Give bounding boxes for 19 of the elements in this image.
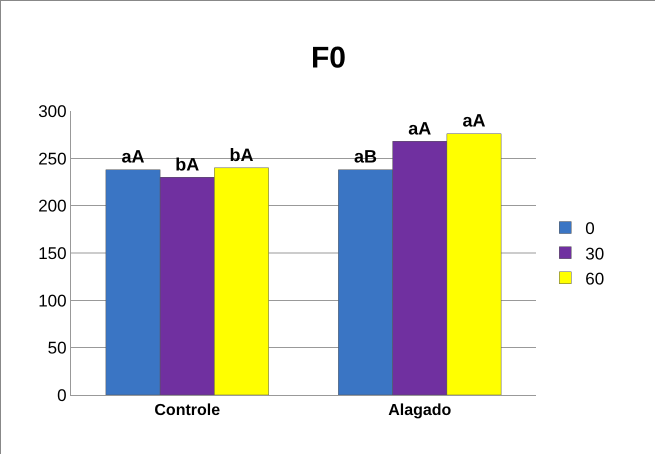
x-tick-label: Alagado bbox=[388, 402, 452, 420]
legend-label: 0 bbox=[585, 219, 595, 238]
legend-label: 30 bbox=[585, 244, 604, 264]
data-label: bA bbox=[230, 144, 254, 165]
y-tick-label: 300 bbox=[38, 102, 67, 121]
data-label: aB bbox=[354, 146, 378, 167]
legend-label: 60 bbox=[585, 269, 604, 288]
data-label: bA bbox=[175, 154, 200, 174]
data-label: aA bbox=[408, 118, 432, 138]
y-tick-label: 50 bbox=[48, 338, 67, 358]
x-tick-label: Controle bbox=[154, 402, 220, 420]
data-label: aA bbox=[462, 110, 486, 131]
chart-title: F0 bbox=[310, 41, 346, 74]
y-tick-label: 150 bbox=[38, 244, 67, 263]
y-tick-label: 250 bbox=[38, 149, 67, 168]
y-tick-label: 100 bbox=[38, 291, 67, 310]
y-tick-label: 200 bbox=[38, 196, 67, 216]
y-tick-label: 0 bbox=[57, 386, 67, 405]
data-label: aA bbox=[121, 146, 145, 167]
